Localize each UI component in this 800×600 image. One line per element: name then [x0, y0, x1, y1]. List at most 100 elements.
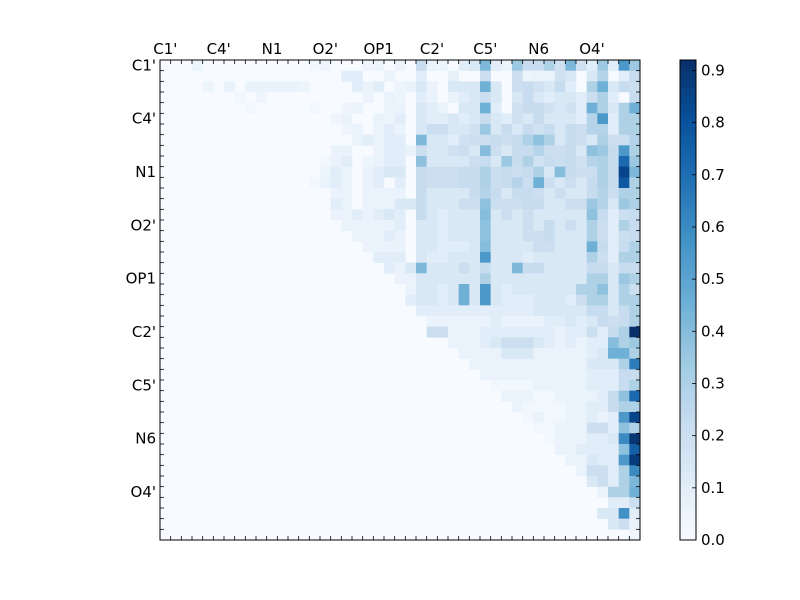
heatmap-cell — [352, 70, 363, 82]
heatmap-cell — [586, 60, 598, 71]
heatmap-cell — [565, 273, 577, 285]
heatmap-cell — [629, 326, 641, 338]
heatmap-cell — [597, 284, 609, 295]
heatmap-cell — [490, 294, 502, 306]
heatmap-cell — [544, 102, 555, 114]
colorbar-segment — [680, 472, 696, 477]
heatmap-cell — [362, 81, 374, 93]
heatmap-cell — [458, 284, 470, 295]
heatmap-cell — [469, 156, 481, 167]
heatmap-cell — [437, 220, 449, 231]
heatmap-cell — [309, 60, 321, 71]
heatmap-cell — [608, 497, 619, 509]
heatmap-cell — [533, 166, 545, 178]
colorbar-segment — [680, 508, 696, 513]
x-tick-label: O2' — [313, 40, 338, 58]
y-tick-label: C2' — [132, 323, 156, 341]
heatmap-cell — [373, 113, 385, 125]
heatmap-cell — [458, 348, 470, 359]
heatmap-cell — [576, 134, 587, 146]
heatmap-cell — [608, 230, 619, 242]
heatmap-cell — [597, 166, 609, 178]
colorbar-segment — [680, 332, 696, 337]
heatmap-cell — [469, 326, 481, 338]
heatmap-cell — [576, 124, 587, 135]
heatmap-cell — [544, 188, 555, 199]
heatmap-cell — [533, 412, 545, 423]
heatmap-cell — [448, 252, 459, 263]
heatmap-cell — [458, 92, 470, 103]
colorbar-segment — [680, 260, 696, 265]
heatmap-cell — [544, 156, 555, 167]
colorbar-segment — [680, 236, 696, 241]
heatmap-cell — [394, 124, 406, 135]
heatmap-cell — [437, 326, 449, 338]
heatmap-cell — [586, 177, 598, 189]
x-tick-label: C4' — [207, 40, 231, 58]
heatmap-cell — [330, 177, 342, 189]
heatmap-cell — [597, 113, 609, 125]
colorbar-segment — [680, 372, 696, 377]
heatmap-cell — [469, 198, 481, 210]
heatmap-cell — [458, 220, 470, 231]
heatmap-cell — [565, 209, 577, 221]
heatmap-cell — [565, 241, 577, 253]
colorbar-segment — [680, 408, 696, 413]
heatmap-cell — [437, 60, 449, 71]
heatmap-cell — [533, 273, 545, 285]
heatmap-cell — [426, 198, 438, 210]
heatmap-cell — [469, 316, 481, 327]
heatmap-cell — [608, 326, 619, 338]
heatmap-cell — [576, 156, 587, 167]
heatmap-cell — [352, 134, 363, 146]
heatmap-cell — [597, 198, 609, 210]
heatmap-cell — [629, 401, 641, 413]
heatmap-cell — [522, 284, 534, 295]
heatmap-cell — [608, 134, 619, 146]
heatmap-cell — [618, 198, 630, 210]
heatmap-cell — [629, 294, 641, 306]
heatmap-cell — [458, 177, 470, 189]
heatmap-cell — [576, 369, 587, 381]
heatmap-cell — [565, 134, 577, 146]
heatmap-cell — [373, 177, 385, 189]
heatmap-cell — [597, 465, 609, 477]
heatmap-cell — [618, 337, 630, 349]
heatmap-cell — [576, 209, 587, 221]
heatmap-cell — [576, 145, 587, 157]
heatmap-cell — [501, 316, 513, 327]
heatmap-cell — [586, 134, 598, 146]
colorbar-segment — [680, 300, 696, 305]
heatmap-cell — [533, 262, 545, 274]
heatmap-cell — [544, 209, 555, 221]
colorbar-tick-label: 0.9 — [701, 61, 725, 79]
heatmap-cell — [469, 220, 481, 231]
colorbar-segment — [680, 440, 696, 445]
heatmap-cell — [608, 422, 619, 434]
heatmap-cell — [586, 284, 598, 295]
heatmap-cell — [576, 273, 587, 285]
heatmap-cell — [554, 422, 566, 434]
heatmap-cell — [544, 401, 555, 413]
heatmap-cell — [501, 337, 513, 349]
heatmap-cell — [597, 486, 609, 498]
heatmap-cell — [629, 284, 641, 295]
heatmap-cell — [554, 134, 566, 146]
heatmap-cell — [352, 209, 363, 221]
heatmap-cell — [597, 412, 609, 423]
heatmap-cell — [597, 252, 609, 263]
heatmap-cell — [341, 198, 353, 210]
heatmap-cell — [384, 220, 395, 231]
heatmap-cell — [586, 273, 598, 285]
heatmap-cell — [522, 316, 534, 327]
colorbar-segment — [680, 364, 696, 369]
heatmap-cell — [426, 134, 438, 146]
colorbar-segment — [680, 272, 696, 277]
colorbar-segment — [680, 160, 696, 165]
heatmap-cell — [576, 177, 587, 189]
heatmap-cell — [554, 220, 566, 231]
heatmap-cell — [565, 326, 577, 338]
heatmap-cell — [394, 220, 406, 231]
heatmap-cell — [533, 102, 545, 114]
heatmap-cell — [458, 241, 470, 253]
